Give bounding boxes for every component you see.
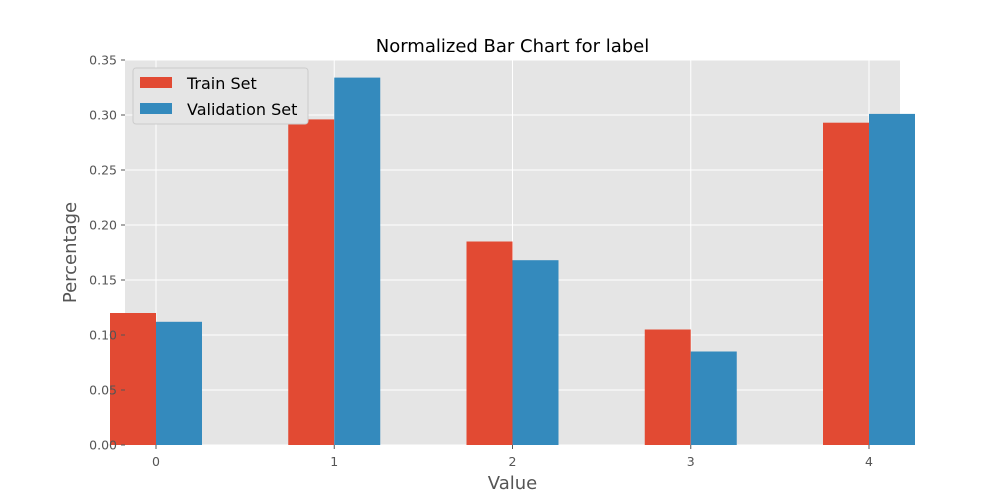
chart-title: Normalized Bar Chart for label	[376, 36, 650, 57]
validation-bar-0	[156, 321, 202, 445]
x-tick-label: 3	[687, 454, 695, 469]
y-tick-label: 0.15	[89, 273, 117, 288]
train-bar-3	[644, 329, 691, 445]
y-tick-label: 0.35	[89, 53, 117, 68]
legend-box	[132, 67, 309, 125]
y-tick-label: 0.20	[89, 218, 117, 233]
y-tick-label: 0.25	[89, 163, 117, 178]
y-tick-label: 0.00	[89, 438, 117, 453]
y-tick-label: 0.10	[89, 328, 117, 343]
x-tick-label: 2	[509, 454, 517, 469]
legend-label-train: Train Set	[186, 74, 257, 93]
legend-swatch-validation	[140, 103, 172, 114]
y-axis-label: Percentage	[60, 202, 81, 303]
legend: Train Set Validation Set	[132, 67, 309, 125]
train-bar-4	[823, 122, 869, 445]
train-bar-0	[110, 313, 156, 445]
x-axis-label: Value	[488, 473, 537, 494]
y-tick-label: 0.30	[89, 108, 117, 123]
ticks: 0.00 0.05 0.10 0.15 0.20 0.25 0.30 0.35 0 1 2 3 4	[89, 53, 873, 470]
x-tick-label: 1	[330, 454, 338, 469]
validation-bar-1	[334, 77, 381, 445]
train-bar-2	[466, 241, 513, 445]
legend-label-validation: Validation Set	[187, 100, 297, 119]
validation-bar-2	[512, 260, 559, 445]
validation-bar-3	[690, 351, 737, 445]
x-tick-label: 4	[865, 454, 873, 469]
legend-swatch-train	[140, 77, 172, 88]
bars	[110, 77, 915, 446]
y-tick-label: 0.05	[89, 383, 117, 398]
validation-bar-4	[869, 113, 915, 446]
x-tick-label: 0	[152, 454, 160, 469]
train-bar-1	[288, 119, 335, 446]
